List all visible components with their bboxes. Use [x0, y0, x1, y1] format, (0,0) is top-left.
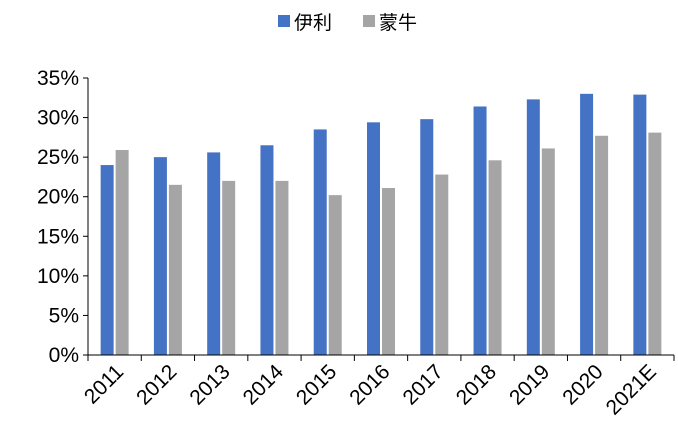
bar-mengniu	[168, 184, 182, 355]
bar-yili	[207, 152, 221, 355]
bar-mengniu	[275, 180, 289, 355]
bar-mengniu	[541, 148, 555, 355]
x-tick-label: 2018	[452, 360, 501, 409]
x-tick-label: 2021E	[602, 360, 661, 419]
x-tick-label: 2013	[185, 360, 234, 409]
bar-mengniu	[115, 150, 129, 355]
bar-mengniu	[382, 188, 395, 355]
bar-yili	[260, 145, 274, 355]
bar-mengniu	[435, 174, 449, 355]
legend-label-yili: 伊利	[294, 12, 332, 34]
x-tick-label: 2011	[80, 360, 128, 408]
x-tick-label: 2020	[558, 360, 607, 409]
bar-mengniu	[222, 180, 236, 355]
y-tick-label: 10%	[37, 265, 79, 288]
y-tick-label: 25%	[37, 146, 79, 169]
y-tick-label: 15%	[37, 225, 79, 248]
bar-yili	[633, 94, 647, 356]
x-tick-label: 2015	[292, 360, 341, 409]
bar-yili	[153, 157, 167, 355]
bar-yili	[420, 119, 434, 355]
x-tick-label: 2012	[132, 360, 181, 409]
legend-item-yili: 伊利	[278, 12, 332, 34]
legend-swatch-mengniu	[363, 15, 375, 27]
bar-yili	[526, 99, 540, 356]
legend: 伊利 蒙牛	[278, 12, 417, 34]
y-tick-label: 20%	[37, 186, 79, 209]
bar-mengniu	[328, 195, 342, 355]
bar-yili	[580, 93, 594, 355]
legend-item-mengniu: 蒙牛	[363, 12, 417, 34]
plot-area: 0%5%10%15%20%25%30%35%2011 2012 2013 2014 20…	[37, 67, 675, 419]
legend-swatch-yili	[278, 15, 290, 27]
bar-mengniu	[488, 160, 502, 355]
legend-label-mengniu: 蒙牛	[379, 12, 417, 34]
bar-yili	[473, 106, 487, 356]
bar-yili	[313, 129, 327, 355]
y-tick-label: 35%	[37, 67, 79, 90]
x-tick-label: 2014	[239, 360, 289, 410]
bar-mengniu	[595, 135, 609, 355]
y-tick-label: 0%	[49, 344, 79, 367]
y-tick-label: 30%	[37, 107, 79, 130]
y-tick-label: 5%	[49, 304, 79, 327]
bar-yili	[100, 165, 114, 355]
x-tick-label: 2019	[505, 360, 554, 409]
x-tick-label: 2016	[345, 360, 394, 409]
bar-mengniu	[648, 132, 662, 355]
x-tick-label: 2017	[399, 360, 448, 409]
bar-yili	[367, 122, 380, 355]
